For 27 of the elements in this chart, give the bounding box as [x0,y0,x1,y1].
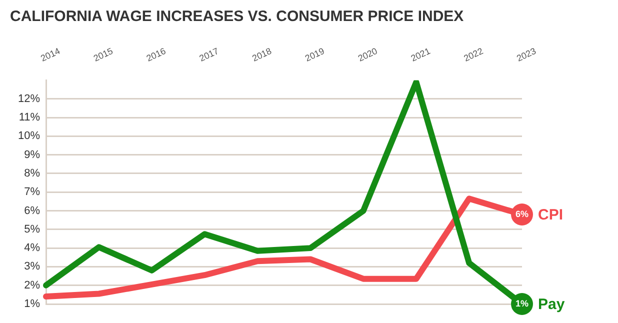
y-tick-label: 3% [24,260,40,273]
x-tick-label: 2015 [92,46,114,64]
x-tick-label: 2022 [462,46,485,64]
x-tick-label: 2016 [144,46,168,64]
x-tick-label: 2023 [515,46,538,64]
y-tick-label: 6% [24,204,40,217]
y-tick-label: 9% [24,148,40,161]
y-tick-label: 7% [24,186,40,198]
series-label: CPI [538,206,564,224]
x-tick-label: 2017 [198,46,220,64]
x-tick-label: 2021 [409,46,432,64]
x-tick-label: 2018 [250,46,274,64]
y-tick-label: 2% [24,279,40,292]
y-tick-label: 12% [18,92,40,105]
series-label: Pay [538,296,566,314]
annotation: 1% [515,298,529,308]
y-tick-label: 11% [18,112,40,124]
annotation: 6% [515,208,529,219]
y-tick-label: 10% [18,130,40,142]
y-tick-label: 1% [24,298,40,310]
y-tick-label: 4% [24,242,40,254]
x-tick-label: 2014 [39,46,62,64]
x-tick-label: 2019 [304,46,326,64]
y-tick-label: 5% [24,223,40,236]
chart-title: CALIFORNIA WAGE INCREASES VS. CONSUMER PRICE INDEX [10,8,465,26]
x-tick-label: 2020 [356,46,379,64]
y-tick-label: 8% [24,168,40,180]
